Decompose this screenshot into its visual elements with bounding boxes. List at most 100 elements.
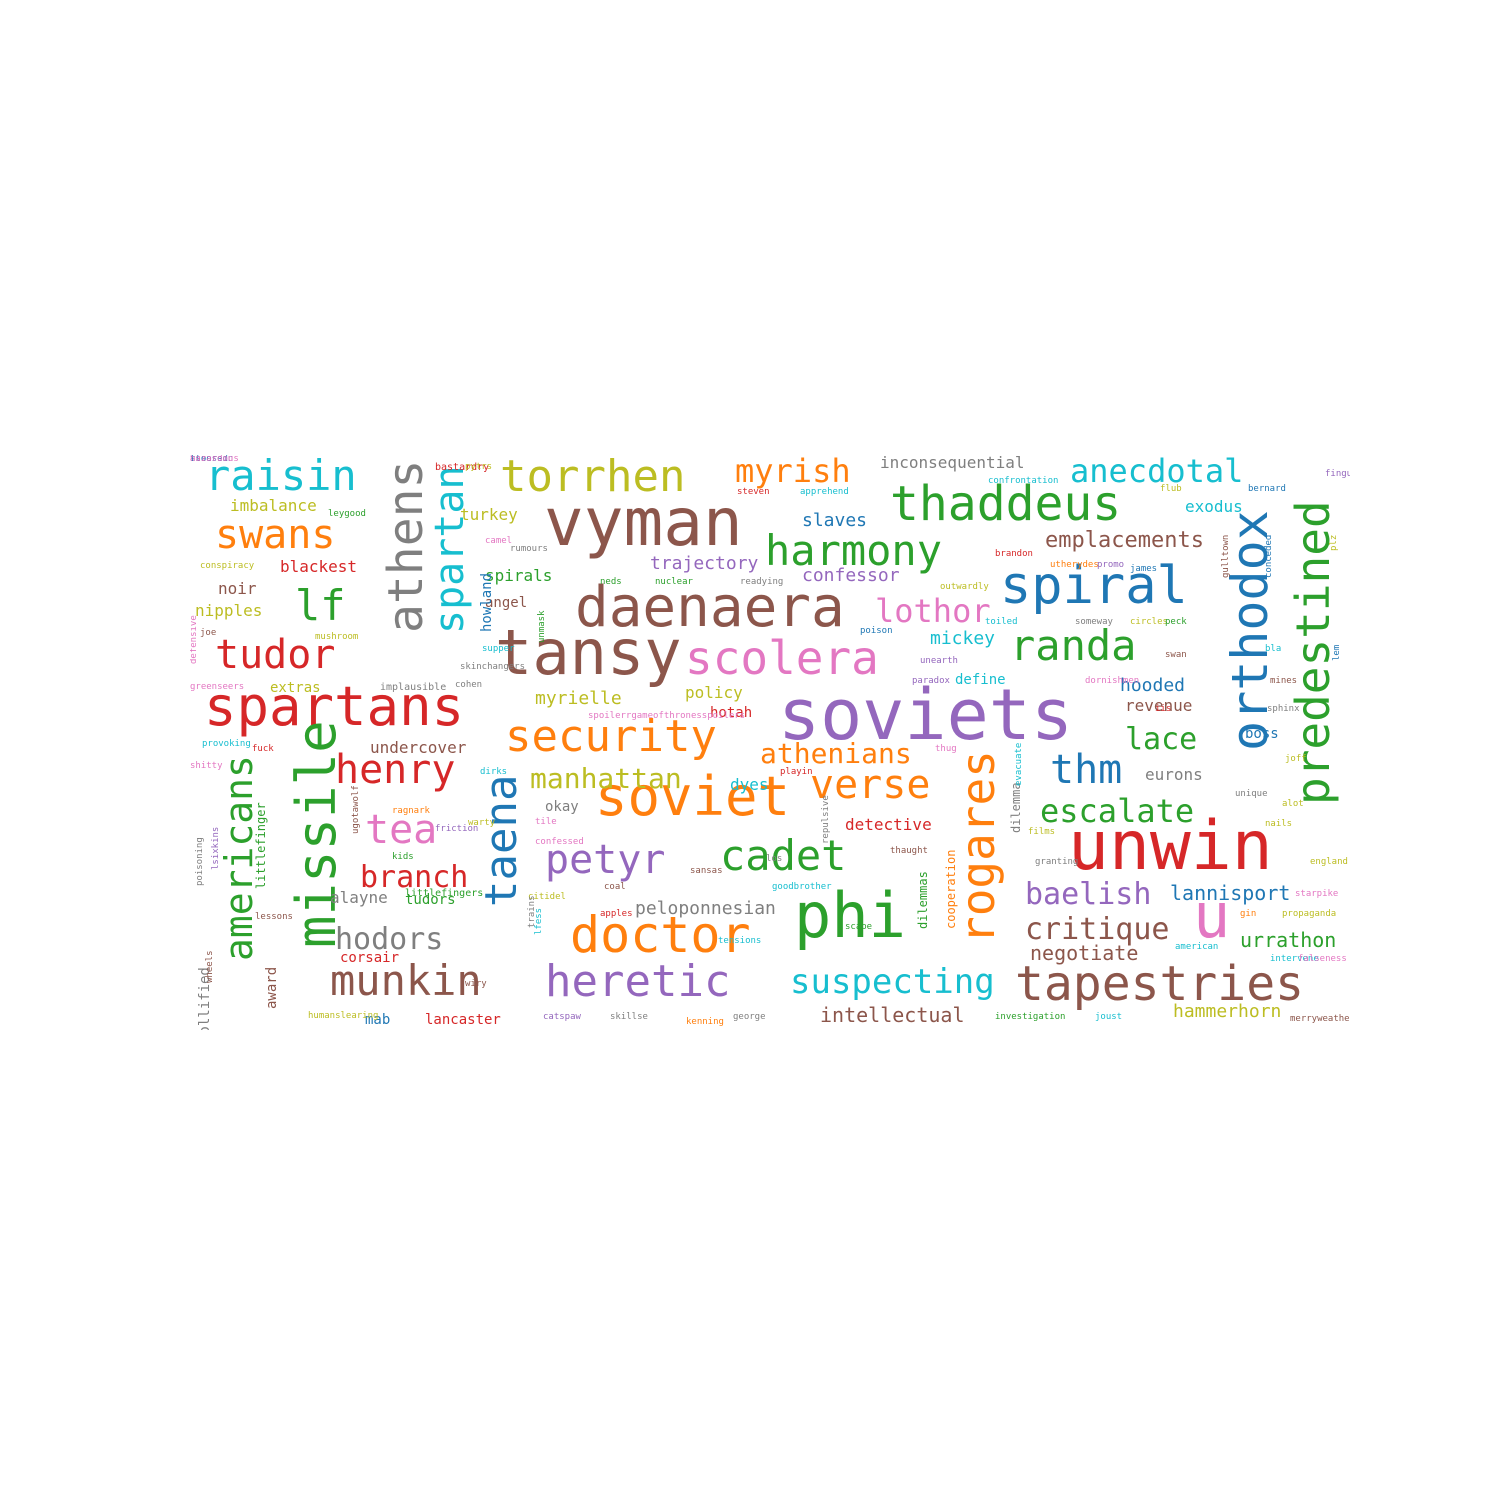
word-toiled: toiled [985,617,1018,627]
word-littlefingers: littlefingers [405,888,484,899]
word-tea: tea [365,807,438,853]
word-readying: readying [740,577,784,587]
word-mickey: mickey [930,628,996,649]
word-rogares: rogares [951,750,1005,944]
word-cohen: cohen [455,680,483,690]
word-lace: lace [1125,722,1198,757]
word-tudors: tudors [405,892,456,908]
word-trajectory: trajectory [650,553,759,574]
word-lancaster: lancaster [425,1012,501,1028]
word-tansy: tansy [495,616,682,689]
word-repulsive: repulsive [821,795,831,844]
word-kids: kids [392,852,414,862]
word-catspaw: catspaw [543,1012,581,1022]
word-brandon: brandon [995,549,1033,559]
word-wiry: wiry [465,979,487,989]
word-corsair: corsair [340,950,400,966]
word-conspiracy: conspiracy [200,561,255,571]
word-humanslearing: humanslearing [308,1011,379,1021]
word-citidel: citidel [528,892,566,902]
word-baelish: baelish [1025,877,1152,912]
word-phi: phi [794,879,906,952]
word-leygood: leygood [328,509,366,519]
word-lsixkins: lsixkins [211,826,221,870]
word-nails: nails [1265,819,1293,829]
word-starpike: starpike [1295,889,1339,899]
word-implausible: implausible [380,682,447,693]
word-promo: promo [1097,560,1125,570]
word-granting: granting [1035,857,1079,867]
word-nuclear: nuclear [655,577,693,587]
word-angel: angel [485,595,528,611]
word-lannisport: lannisport [1170,881,1291,905]
word-apprehend: apprehend [800,487,849,497]
word-joe: joe [200,628,217,638]
word-circles: circles [1130,617,1168,627]
word-undercover: undercover [370,738,467,757]
word-coal: coal [604,882,626,892]
word-kenning: kenning [686,1017,724,1027]
word-provoking: provoking [202,739,251,749]
word-iis: iis [1155,704,1172,714]
word-camel: camel [485,536,513,546]
word-joff: joff [1285,754,1307,764]
word-gin: gin [1240,909,1257,919]
word-spartan: spartan [427,465,473,634]
word-daenaera: daenaera [575,575,845,640]
word-eurons: eurons [1145,765,1203,784]
word-skillse: skillse [610,1012,648,1022]
word-lf: lf [295,581,346,630]
word-merryweather: merryweather [1290,1014,1350,1024]
word-revenue: revenue [1125,696,1193,715]
word-paradox: paradox [912,676,950,686]
word-hotah: hotah [710,705,753,721]
word-taena: taena [476,774,527,907]
word-okay: okay [545,799,579,815]
word-outwardly: outwardly [940,582,989,592]
word-anecdotal: anecdotal [1070,455,1244,490]
word-henry: henry [335,747,456,793]
word-tensions: tensions [718,936,762,946]
word-films: films [1028,827,1056,837]
word-unearth: unearth [920,656,958,666]
word-turkey: turkey [460,505,518,524]
word-emplacements: emplacements [1045,528,1204,553]
word-spirals: spirals [485,566,553,585]
word-american: american [1175,942,1219,952]
word-cloud: soviets unwin vyman tansy phi daenaera spartan… [190,455,1350,1030]
word-heretic: heretic [545,956,731,1007]
word-friction: friction [435,824,479,834]
word-bla: bla [1265,644,1282,654]
word-assassin: assassin [190,455,234,464]
word-greenseers: greenseers [190,682,245,692]
word-vyman: vyman [544,484,743,561]
word-warty: warty [468,818,496,828]
word-skinchangers: skinchangers [460,662,526,672]
word-verse: verse [810,762,931,808]
word-fuck: fuck [252,744,274,754]
word-inconsequential: inconsequential [880,455,1025,472]
word-hodors: hodors [335,922,444,957]
word-bernard: bernard [1248,484,1286,494]
word-neds: neds [600,577,622,587]
word-apples: apples [600,909,633,919]
word-petyr: petyr [545,837,666,883]
word-athenians: athenians [760,737,912,770]
word-scolera: scolera [685,631,879,685]
word-urrathon: urrathon [1240,928,1337,952]
word-torrhen: torrhen [500,455,686,502]
word-thug: thug [935,744,957,754]
word-peck: peck [1165,617,1187,627]
word-unmask: unmask [537,610,547,643]
word-hooded: hooded [1120,675,1186,696]
word-propaganda: propaganda [1282,909,1337,919]
word-spartans: spartans [204,675,465,738]
word-mushroom: mushroom [315,632,359,642]
word-thaddeus: thaddeus [890,476,1122,532]
word-myrish: myrish [735,455,851,490]
word-confessor: confessor [802,565,900,586]
word-manhattan: manhattan [530,762,682,795]
word-utherydes: utherydes [1050,560,1099,570]
word-conceded: conceded [1264,534,1274,578]
word-scape: scape [845,922,873,932]
